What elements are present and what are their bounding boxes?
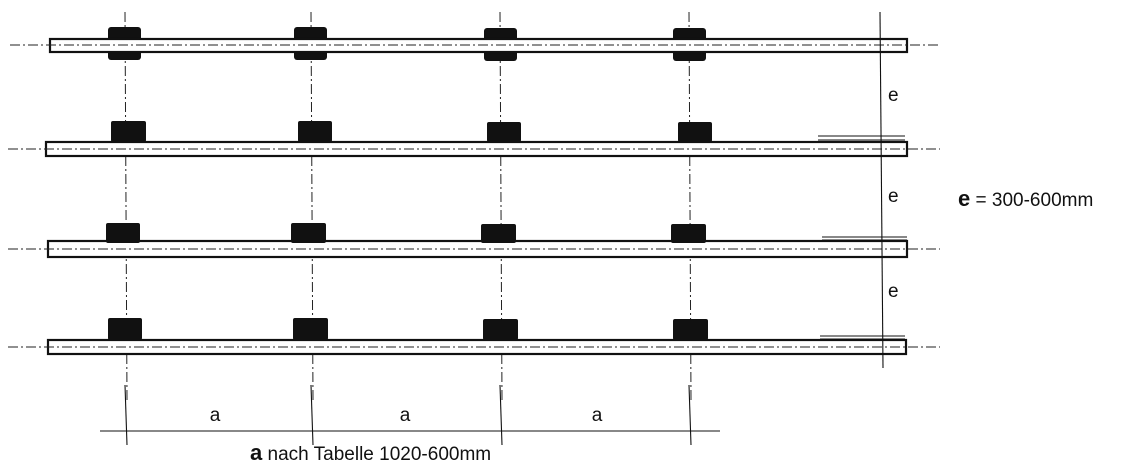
a-note-key: a [250,440,263,463]
clip [487,122,521,142]
e-note-key: e [958,186,970,211]
rails [44,37,909,356]
a-dimension: a a a [100,384,720,446]
clip [293,318,328,340]
a-spacing-note: a nach Tabelle 1020-600mm [250,440,491,463]
e-spacing-note: e = 300-600mm [958,186,1093,211]
clip-rows [106,121,712,340]
clip [291,223,326,243]
e-label: e [888,186,899,207]
e-dimension: e e e [818,11,907,369]
column-axis-3 [499,11,503,401]
a-label: a [210,405,221,426]
a-tick [499,384,503,446]
column-axes [124,11,692,401]
a-label: a [592,405,603,426]
a-label: a [400,405,411,426]
a-tick [688,384,692,446]
e-note-text: = 300-600mm [970,190,1093,211]
a-note-text: nach Tabelle 1020-600mm [262,444,491,463]
clip [106,223,140,243]
e-dimension-line [879,11,884,369]
column-axis-1 [124,11,128,401]
e-label: e [888,85,899,106]
row-axes [8,44,940,348]
clip [481,224,516,243]
a-tick [124,384,128,446]
rail-centerlines [8,44,940,348]
e-label: e [888,281,899,302]
clip [671,224,706,243]
clip [678,122,712,142]
a-tick [310,384,314,446]
clip [108,318,142,340]
column-axis-2 [310,11,314,401]
clip [483,319,518,340]
clip [673,319,708,340]
clip [111,121,146,142]
clip [298,121,332,142]
column-axis-4 [688,11,692,401]
